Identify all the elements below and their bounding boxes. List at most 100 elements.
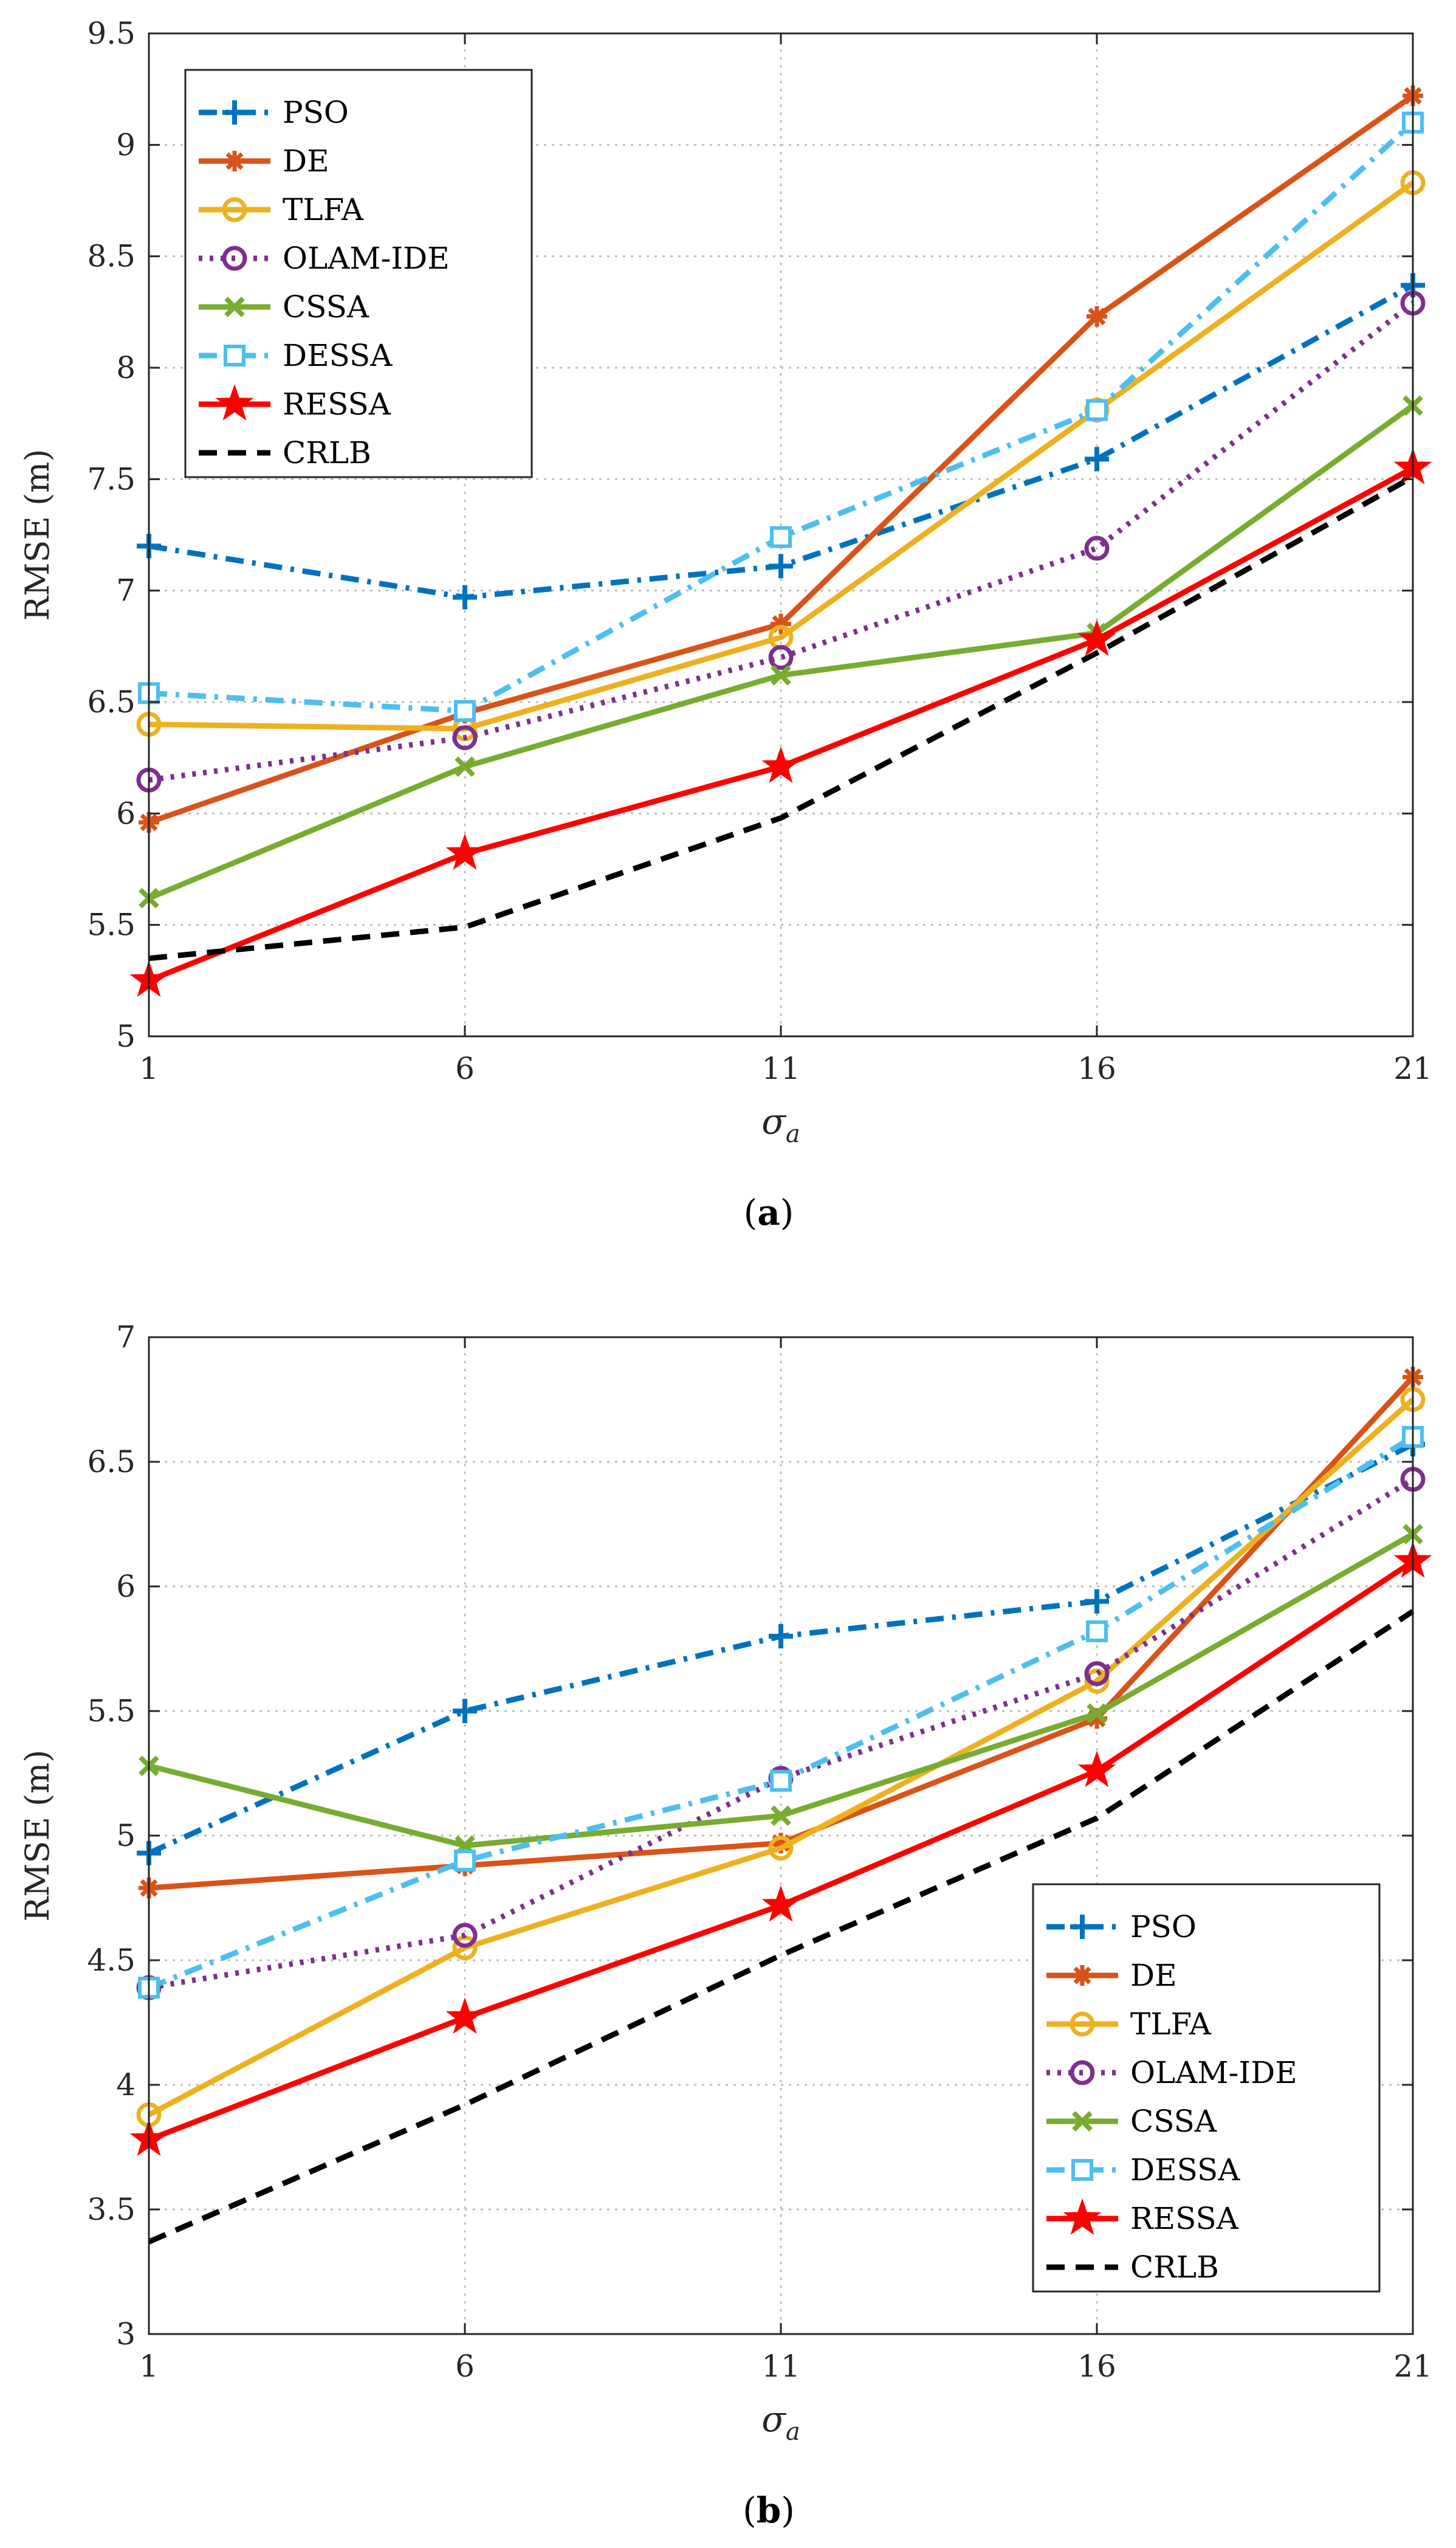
- x-axis-label-subscript: a: [786, 2418, 800, 2446]
- x-tick-label: 11: [761, 1051, 800, 1086]
- series-olam-ide-marker: [768, 645, 794, 670]
- legend-de-marker: [1072, 1965, 1093, 1986]
- y-tick-label: 6: [116, 796, 136, 831]
- series-olam-ide-line: [148, 1476, 1415, 1991]
- series-de-marker: [1087, 1708, 1107, 1729]
- series-ressa-marker: [761, 746, 800, 783]
- legend-tlfa-label: TLFA: [283, 192, 364, 227]
- series-dessa-marker: [1086, 399, 1108, 421]
- y-tick-label: 5.5: [87, 1693, 136, 1729]
- legend-tlfa-marker: [1070, 2011, 1095, 2037]
- x-tick-label: 16: [1077, 2349, 1116, 2384]
- legend-olam-ide-marker: [1070, 2060, 1095, 2085]
- x-axis-label: σa: [761, 1101, 800, 1148]
- legend-dessa-marker: [224, 345, 246, 367]
- x-axis-label-symbol: σ: [761, 2398, 786, 2440]
- series-cssa-marker: [1087, 1703, 1107, 1724]
- legend-de-marker: [224, 151, 245, 171]
- legend-cssa-marker: [1072, 2111, 1093, 2132]
- x-tick-label: 6: [455, 2349, 475, 2384]
- series-pso-marker: [453, 1699, 477, 1723]
- legend-tlfa-marker: [222, 197, 247, 222]
- series-olam-ide-marker: [452, 725, 478, 751]
- series-tlfa-line: [147, 1397, 1415, 2118]
- legend-pso-label: PSO: [1130, 1909, 1197, 1944]
- series-tlfa-line: [148, 181, 1415, 732]
- x-tick-label: 6: [455, 1051, 475, 1086]
- legend-ressa-marker: [1063, 2198, 1102, 2235]
- y-tick-label: 3: [116, 2316, 136, 2352]
- caption-paren: ): [780, 1192, 794, 1233]
- series-ressa-marker: [1077, 619, 1116, 656]
- legend-crlb-label: CRLB: [283, 435, 371, 470]
- x-tick-label: 1: [139, 1051, 159, 1086]
- legend-cssa-marker: [224, 297, 245, 317]
- x-axis-label-symbol: σ: [761, 1101, 786, 1142]
- legend-tlfa-label: TLFA: [1130, 2006, 1212, 2042]
- legend-pso-label: PSO: [283, 95, 349, 130]
- legend: PSO DE TLFA OLAM-IDE CSSA DESSA RESSA CRLB: [184, 69, 533, 478]
- series-ressa-marker: [445, 1997, 484, 2034]
- series-de-marker: [771, 1833, 791, 1854]
- series-olam-ide-marker: [452, 1923, 478, 1948]
- series-dessa-marker: [454, 700, 476, 722]
- series-dessa-marker: [454, 1850, 476, 1871]
- legend-dessa-label: DESSA: [283, 338, 393, 373]
- series-ressa-marker: [761, 1885, 800, 1922]
- y-tick-label: 5: [116, 1818, 136, 1853]
- series-dessa-marker: [770, 1769, 792, 1792]
- legend-de-label: DE: [1130, 1958, 1177, 1993]
- y-tick-label: 8: [116, 350, 136, 385]
- legend-olam-ide-marker: [222, 246, 247, 271]
- y-tick-label: 6.5: [87, 1444, 136, 1479]
- x-tick-label: 16: [1077, 1051, 1116, 1086]
- series-pso-marker: [453, 585, 477, 610]
- y-tick-label: 4: [116, 2067, 136, 2102]
- y-tick-label: 3.5: [87, 2192, 136, 2227]
- series-de-marker: [771, 613, 791, 635]
- caption: (a): [744, 1192, 794, 1233]
- y-tick-label: 9.5: [87, 16, 136, 51]
- y-tick-label: 7: [116, 1320, 136, 1355]
- x-tick-label: 21: [1393, 1051, 1432, 1086]
- series-pso-marker: [769, 554, 793, 579]
- series-dessa-marker: [1086, 1620, 1108, 1642]
- y-tick-label: 6: [116, 1569, 136, 1604]
- series-cssa: [139, 1524, 1423, 1856]
- legend-ressa-label: RESSA: [283, 387, 391, 422]
- caption-paren: (: [744, 1192, 758, 1233]
- y-tick-label: 6.5: [87, 684, 136, 720]
- legend: PSO DE TLFA OLAM-IDE CSSA DESSA RESSA CRLB: [1032, 1883, 1381, 2293]
- legend-ressa-label: RESSA: [1130, 2201, 1239, 2236]
- y-tick-label: 5.5: [87, 907, 136, 943]
- y-tick-label: 4.5: [87, 1943, 136, 1978]
- series-dessa-marker: [770, 526, 792, 548]
- series-tlfa-marker: [768, 1836, 794, 1861]
- series-ressa-marker: [445, 833, 484, 870]
- series-olam-ide-marker: [1084, 1661, 1110, 1686]
- series-ressa-marker: [1077, 1751, 1116, 1788]
- legend-ressa-marker: [215, 384, 254, 421]
- caption: (b): [743, 2490, 795, 2531]
- series-cssa-marker: [455, 756, 475, 777]
- legend-dessa-label: DESSA: [1130, 2152, 1240, 2188]
- caption-paren: ): [781, 2490, 795, 2531]
- x-tick-label: 11: [761, 2349, 800, 2384]
- x-tick-label: 21: [1393, 2349, 1432, 2384]
- legend-cssa-label: CSSA: [283, 289, 369, 325]
- series-olam-ide-marker: [1084, 535, 1110, 561]
- y-tick-label: 8.5: [87, 239, 136, 274]
- series-cssa-marker: [771, 665, 791, 686]
- y-tick-label: 7.5: [87, 461, 136, 497]
- series-pso-marker: [1085, 1589, 1109, 1614]
- legend-de-label: DE: [283, 143, 329, 179]
- series-pso-marker: [1085, 447, 1109, 472]
- legend-dessa-marker: [1071, 2159, 1093, 2181]
- legend-olam-ide-label: OLAM-IDE: [1130, 2055, 1297, 2090]
- legend-box: [184, 69, 533, 478]
- x-tick-label: 1: [139, 2349, 159, 2384]
- legend-pso-marker: [1070, 1915, 1094, 1939]
